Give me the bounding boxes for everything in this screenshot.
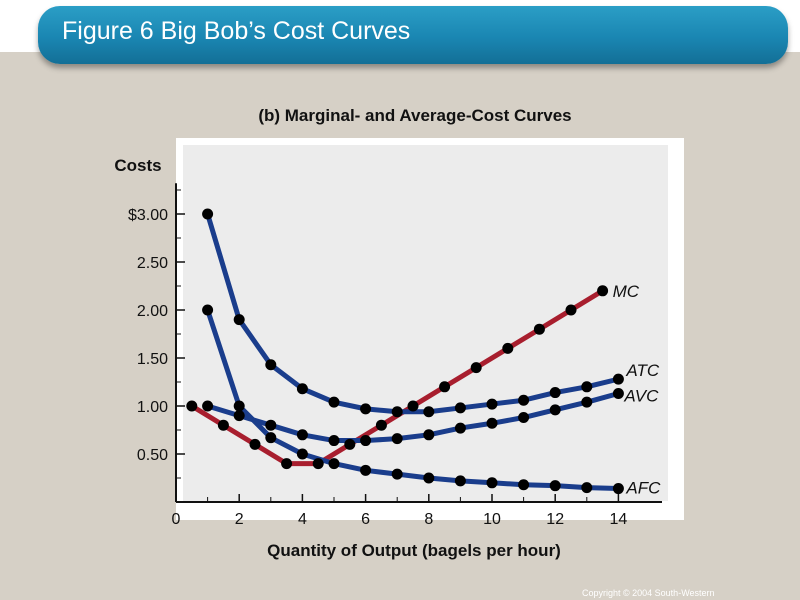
series-layer bbox=[186, 208, 624, 495]
x-tick-label: 4 bbox=[298, 511, 307, 528]
afc-point bbox=[202, 304, 214, 316]
y-tick-label: 2.50 bbox=[137, 255, 168, 272]
mc-point bbox=[407, 400, 419, 412]
x-tick-label: 6 bbox=[361, 511, 370, 528]
y-tick-label: 2.00 bbox=[137, 303, 168, 320]
afc-point bbox=[391, 468, 403, 480]
mc-point bbox=[344, 438, 356, 450]
mc-point bbox=[249, 438, 261, 450]
plot-area bbox=[182, 144, 669, 502]
x-tick-label: 0 bbox=[172, 511, 181, 528]
afc-point bbox=[328, 458, 340, 470]
mc-point bbox=[565, 304, 577, 316]
y-tick-label: $3.00 bbox=[128, 207, 168, 224]
avc-point bbox=[549, 404, 561, 416]
mc-point bbox=[312, 458, 324, 470]
mc-label: MC bbox=[613, 282, 640, 301]
atc-point bbox=[233, 314, 245, 326]
avc-point bbox=[328, 435, 340, 447]
avc-point bbox=[265, 419, 277, 431]
afc-point bbox=[296, 448, 308, 460]
slide-title: Figure 6 Big Bob’s Cost Curves bbox=[62, 17, 411, 45]
afc-point bbox=[423, 472, 435, 484]
atc-point bbox=[454, 402, 466, 414]
atc-point bbox=[328, 396, 340, 408]
afc-point bbox=[265, 432, 277, 444]
mc-point bbox=[281, 458, 293, 470]
afc-point bbox=[454, 475, 466, 487]
mc-point bbox=[375, 419, 387, 431]
x-tick-label: 12 bbox=[546, 511, 564, 528]
avc-point bbox=[581, 396, 593, 408]
afc-point bbox=[581, 482, 593, 494]
x-tick-label: 8 bbox=[424, 511, 433, 528]
atc-point bbox=[486, 398, 498, 410]
x-tick-label: 10 bbox=[483, 511, 501, 528]
afc-curve bbox=[205, 307, 621, 492]
atc-point bbox=[549, 387, 561, 399]
avc-point bbox=[296, 429, 308, 441]
chart-subtitle: (b) Marginal- and Average-Cost Curves bbox=[258, 106, 572, 125]
x-axis-label: Quantity of Output (bagels per hour) bbox=[267, 541, 561, 560]
title-bar bbox=[38, 6, 788, 64]
afc-point bbox=[486, 477, 498, 489]
afc-label: AFC bbox=[625, 479, 661, 498]
avc-point bbox=[454, 422, 466, 434]
x-tick-label: 2 bbox=[235, 511, 244, 528]
avc-point bbox=[202, 400, 214, 412]
mc-point bbox=[439, 381, 451, 393]
mc-point bbox=[533, 323, 545, 335]
mc-point bbox=[470, 362, 482, 374]
atc-point bbox=[202, 208, 214, 220]
mc-point bbox=[502, 342, 514, 354]
mc-point bbox=[597, 285, 609, 297]
atc-point bbox=[581, 381, 593, 393]
afc-point bbox=[360, 464, 372, 476]
afc-point bbox=[549, 480, 561, 492]
atc-curve bbox=[205, 211, 621, 415]
avc-point bbox=[391, 433, 403, 445]
mc-point bbox=[217, 419, 229, 431]
atc-point bbox=[391, 406, 403, 418]
atc-point bbox=[518, 394, 530, 406]
y-tick-label: 1.50 bbox=[137, 351, 168, 368]
mc-point bbox=[186, 400, 198, 412]
atc-point bbox=[612, 373, 624, 385]
atc-point bbox=[296, 383, 308, 395]
y-axis-label: Costs bbox=[114, 156, 161, 175]
atc-point bbox=[360, 403, 372, 415]
avc-point bbox=[486, 417, 498, 429]
afc-point bbox=[518, 479, 530, 491]
avc-point bbox=[233, 410, 245, 422]
avc-point bbox=[423, 429, 435, 441]
atc-label: ATC bbox=[625, 361, 659, 380]
avc-point bbox=[518, 412, 530, 424]
avc-point bbox=[360, 435, 372, 447]
label-layer: Costs Quantity of Output (bagels per hour… bbox=[114, 156, 661, 560]
y-tick-label: 1.00 bbox=[137, 399, 168, 416]
atc-point bbox=[423, 406, 435, 418]
afc-point bbox=[233, 400, 245, 412]
afc-point bbox=[612, 483, 624, 495]
copyright-note: Copyright © 2004 South-Western bbox=[582, 588, 715, 598]
atc-point bbox=[265, 359, 277, 371]
avc-point bbox=[612, 388, 624, 400]
y-tick-label: 0.50 bbox=[137, 447, 168, 464]
axes: 0.50 1.00 1.50 2.00 2.50 $3.00 0 2 4 6 8 10 12 14 bbox=[128, 183, 662, 528]
x-tick-label: 14 bbox=[610, 511, 628, 528]
avc-label: AVC bbox=[623, 387, 659, 406]
